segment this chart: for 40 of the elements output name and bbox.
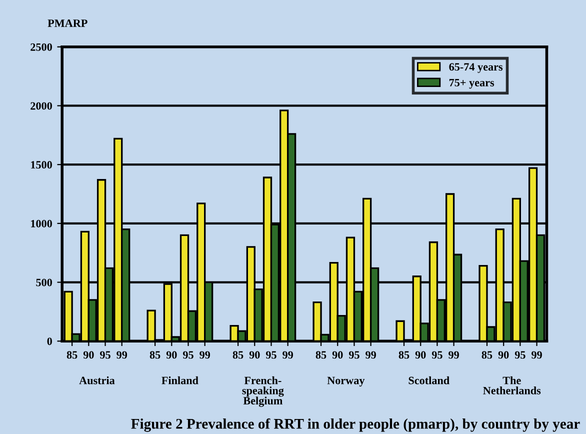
legend-label: 75+ years xyxy=(449,78,494,89)
x-tick-label: 99 xyxy=(282,351,293,359)
x-tick-label: 99 xyxy=(116,351,128,359)
x-tick-label: 85 xyxy=(150,351,160,359)
y-tick-label: 500 xyxy=(36,278,52,286)
x-tick-label: 90 xyxy=(249,351,260,359)
x-tick-label: 85 xyxy=(316,351,326,359)
x-tick-label: 85 xyxy=(232,351,244,359)
text: Scotland xyxy=(408,376,450,384)
text: The Netherlands xyxy=(483,376,541,394)
x-tick-label: 90 xyxy=(83,351,94,359)
x-tick-label: 90 xyxy=(332,351,343,359)
y-tick-label: 1000 xyxy=(31,220,52,228)
x-tick-label: 90 xyxy=(166,351,177,359)
text: Austria xyxy=(79,376,115,384)
x-tick-label: 95 xyxy=(514,351,526,359)
y-tick-label: 2000 xyxy=(30,102,52,110)
y-tick-label: 2500 xyxy=(30,43,52,51)
x-tick-label: 99 xyxy=(366,351,376,359)
x-tick-label: 85 xyxy=(66,351,78,359)
x-tick-label: 99 xyxy=(200,351,210,359)
x-tick-label: 95 xyxy=(348,351,360,359)
x-tick-label: 90 xyxy=(415,351,426,359)
x-tick-label: 85 xyxy=(398,351,410,359)
y-tick-label: 0 xyxy=(47,338,52,346)
x-tick-label: 95 xyxy=(432,351,442,359)
x-tick-label: 85 xyxy=(482,351,492,359)
text: Finland xyxy=(162,376,198,384)
caption: Figure 2 Prevalence of RRT in older people (pmarp), by country by year xyxy=(131,418,580,432)
x-tick-label: 99 xyxy=(448,351,459,359)
x-tick-label: 95 xyxy=(100,351,110,359)
y-axis-title: PMARP xyxy=(48,20,88,27)
y-tick-label: 1500 xyxy=(31,161,52,169)
text: Norway xyxy=(327,376,365,387)
x-tick-label: 95 xyxy=(266,351,276,359)
x-tick-label: 90 xyxy=(498,351,509,359)
text: French- speaking Belgium xyxy=(242,376,284,407)
legend-label: 65-74 years xyxy=(449,63,503,73)
x-tick-label: 99 xyxy=(532,351,542,359)
x-tick-label: 95 xyxy=(183,351,194,359)
